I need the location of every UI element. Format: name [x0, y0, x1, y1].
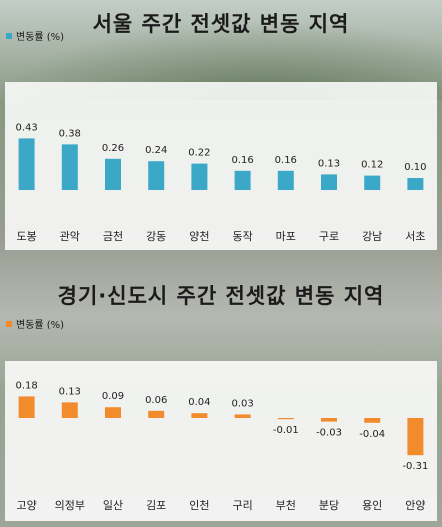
bar — [191, 163, 208, 190]
category-label: 분당 — [319, 499, 339, 512]
chart-title: 서울 주간 전셋값 변동 지역 — [92, 12, 350, 36]
bar-chart-svg: 0.43 도봉 0.38 관악 0.26 금천 0.24 강동 0.22 양천 0.16 동작 0.16… — [15, 122, 426, 243]
bar — [61, 144, 78, 190]
data-label: 0.04 — [188, 397, 210, 408]
data-label: 0.24 — [145, 145, 167, 156]
legend-swatch — [6, 320, 12, 327]
data-label: 0.13 — [59, 386, 81, 397]
data-label: 0.16 — [275, 155, 297, 166]
category-label: 부천 — [276, 498, 296, 512]
data-label: 0.43 — [15, 122, 37, 133]
chart-legend: 변동률 (%) — [6, 28, 64, 43]
bar — [191, 413, 208, 418]
data-label: 0.12 — [361, 160, 383, 171]
bar — [234, 414, 251, 418]
bar — [321, 174, 337, 190]
category-label: 도봉 — [16, 230, 36, 243]
category-label: 일산 — [103, 498, 123, 512]
chart-title: 경기·신도시 주간 전셋값 변동 지역 — [57, 284, 385, 308]
bar — [105, 158, 121, 190]
category-label: 의정부 — [55, 499, 85, 512]
bar — [148, 410, 165, 418]
category-label: 인천 — [189, 498, 209, 512]
data-label: -0.31 — [402, 461, 428, 472]
category-label: 구리 — [232, 499, 252, 512]
data-label: -0.04 — [359, 429, 385, 440]
category-label: 고양 — [16, 499, 36, 512]
bar — [234, 170, 251, 190]
data-label: 0.26 — [102, 143, 124, 154]
data-label: 0.03 — [231, 398, 253, 409]
bar — [364, 175, 381, 190]
data-label: -0.03 — [316, 428, 342, 439]
legend-label: 변동률 (%) — [16, 32, 65, 43]
data-label: 0.10 — [404, 162, 426, 173]
category-label: 김포 — [146, 499, 166, 512]
bar — [277, 418, 294, 420]
data-label: 0.16 — [231, 155, 253, 166]
bar — [61, 402, 78, 418]
bar — [321, 418, 337, 422]
category-label: 강동 — [146, 230, 166, 243]
data-label: 0.38 — [59, 128, 81, 139]
legend-swatch — [6, 32, 12, 39]
data-label: 0.13 — [318, 158, 340, 169]
data-label: 0.09 — [102, 391, 124, 402]
bar — [364, 418, 381, 423]
seoul-chart-panel: 서울 주간 전셋값 변동 지역 변동률 (%) 0.43 도봉 0.38 관악 0.26… — [0, 0, 442, 262]
category-label: 관악 — [60, 230, 80, 243]
data-label: 0.22 — [188, 148, 210, 159]
category-label: 마포 — [276, 230, 296, 243]
category-label: 강남 — [362, 230, 382, 243]
category-label: 구로 — [319, 230, 339, 243]
bar — [18, 138, 35, 190]
bar — [407, 178, 424, 190]
bar — [277, 170, 294, 190]
category-label: 안양 — [405, 499, 425, 512]
data-label: 0.06 — [145, 395, 167, 406]
data-label: 0.18 — [15, 380, 37, 391]
category-label: 용인 — [362, 499, 382, 512]
category-label: 양천 — [189, 229, 209, 243]
plot-area: 0.18 고양 0.13 의정부 0.09 일산 0.06 김포 0.04 인천 0.03 구리 -0.… — [5, 361, 437, 521]
legend-label: 변동률 (%) — [16, 320, 65, 331]
bar — [148, 161, 165, 190]
bar — [105, 407, 121, 418]
chart-legend: 변동률 (%) — [6, 316, 64, 331]
data-label: -0.01 — [273, 425, 299, 436]
bar-chart-svg: 0.18 고양 0.13 의정부 0.09 일산 0.06 김포 0.04 인천 0.03 구리 -0.… — [15, 380, 428, 512]
category-label: 동작 — [232, 230, 252, 243]
category-label: 금천 — [103, 229, 123, 243]
bar — [407, 418, 424, 456]
gyeonggi-chart-panel: 경기·신도시 주간 전셋값 변동 지역 변동률 (%) 0.18 고양 0.13 의정… — [0, 262, 442, 527]
category-label: 서초 — [405, 230, 425, 243]
bar — [18, 396, 35, 418]
plot-area: 0.43 도봉 0.38 관악 0.26 금천 0.24 강동 0.22 양천 0.16 동작 0.16… — [5, 82, 437, 250]
